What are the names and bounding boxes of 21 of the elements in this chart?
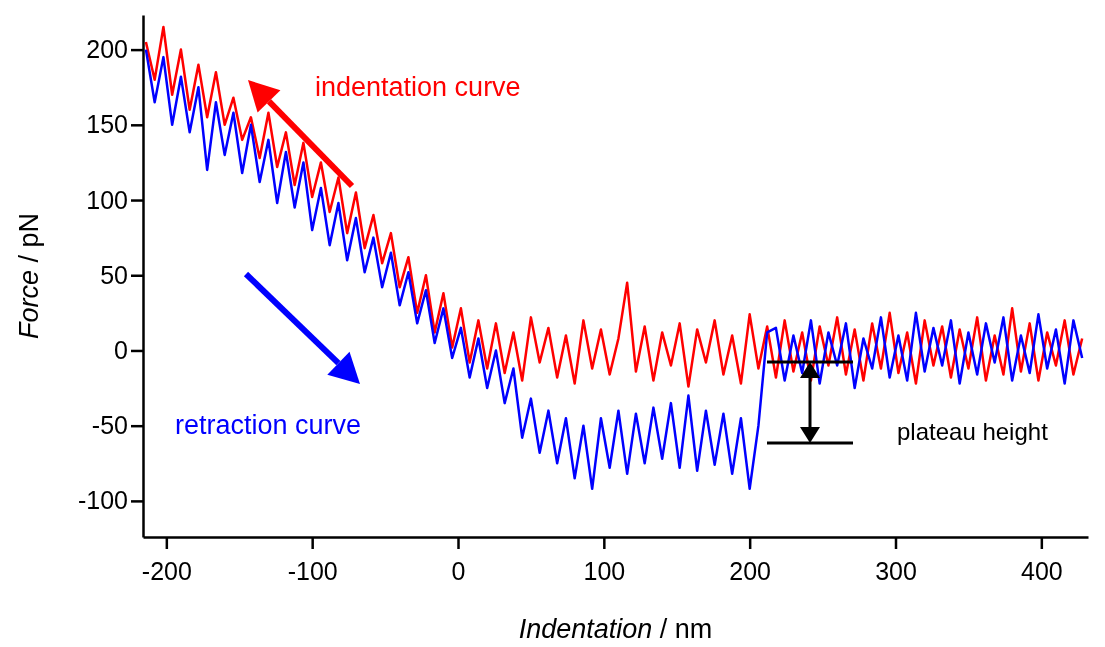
- legend-label: indentation curve: [315, 72, 521, 102]
- x-tick-label: 300: [875, 556, 917, 585]
- line-series: [144, 48, 1084, 491]
- x-tick-label: 400: [1020, 556, 1063, 585]
- x-axis-title: Indentation / nm: [518, 614, 713, 644]
- y-tick-label: 50: [100, 260, 128, 289]
- y-tick-label: -100: [77, 486, 128, 515]
- x-tick-label: 0: [451, 556, 466, 585]
- y-tick-label: 100: [86, 185, 128, 214]
- y-tick-label: -50: [91, 411, 128, 440]
- x-tick-label: 200: [729, 556, 772, 585]
- y-tick-label: 0: [114, 335, 128, 364]
- annotation: plateau height: [897, 418, 1049, 445]
- y-axis-title: Force / pN: [14, 212, 44, 340]
- x-tick-label: -200: [141, 556, 192, 585]
- line-series: [144, 25, 1084, 388]
- x-tick-label: 100: [583, 556, 626, 585]
- y-tick-label: 150: [86, 110, 128, 139]
- text: retraction curve: [175, 410, 362, 440]
- y-tick-label: 200: [86, 35, 128, 64]
- x-tick-label: -100: [287, 556, 338, 585]
